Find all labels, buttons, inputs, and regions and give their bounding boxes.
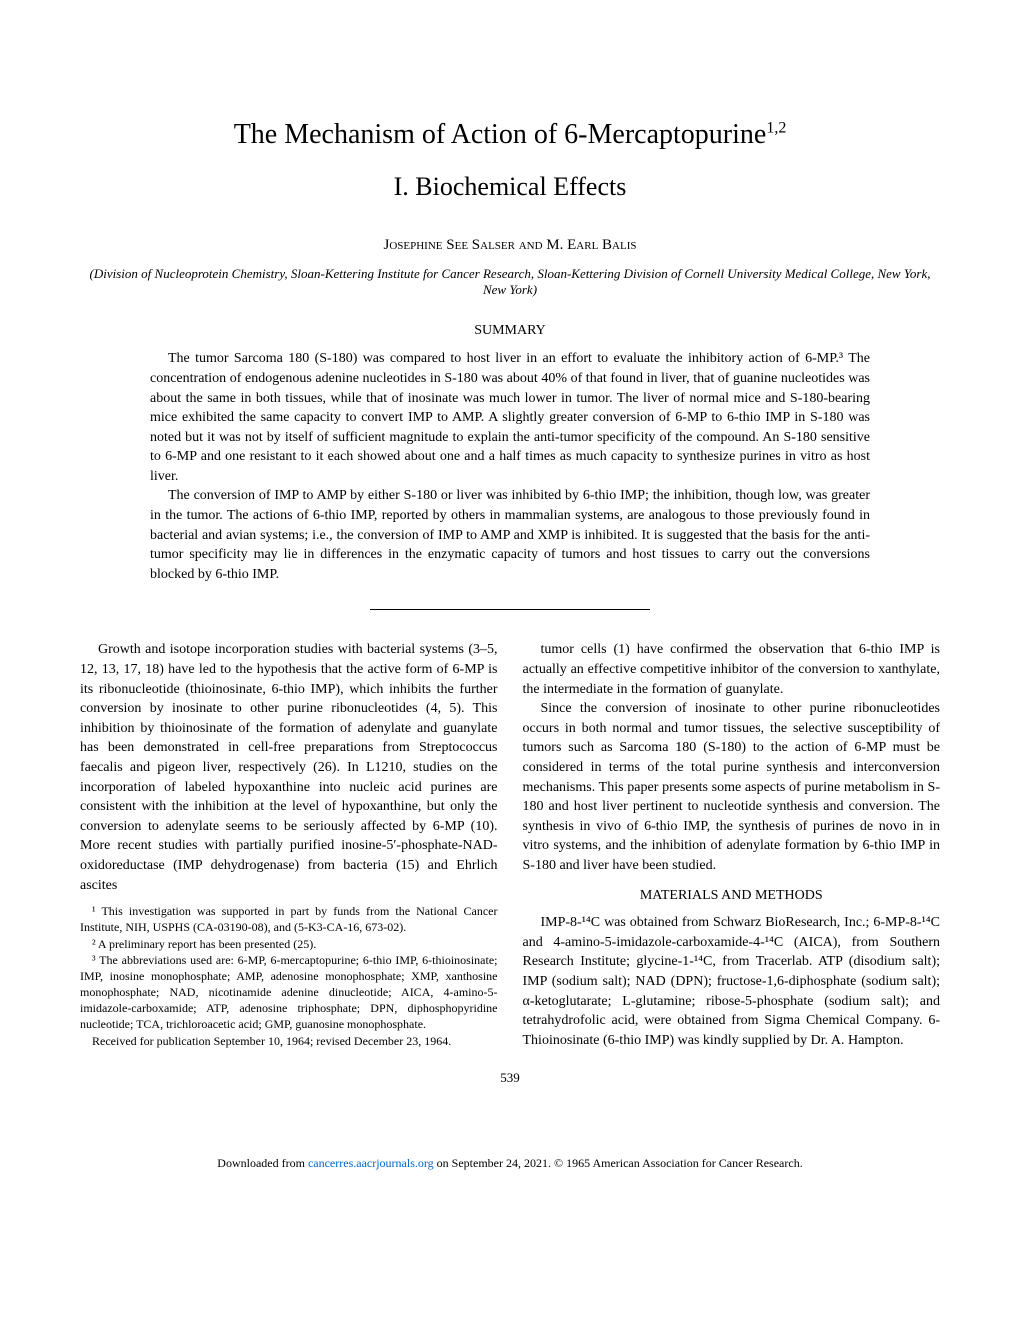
right-column: tumor cells (1) have confirmed the obser… (523, 640, 941, 1050)
right-p1: tumor cells (1) have confirmed the obser… (523, 640, 941, 699)
download-footer: Downloaded from cancerres.aacrjournals.o… (0, 1156, 1020, 1191)
materials-heading: MATERIALS AND METHODS (523, 886, 941, 906)
right-p3: IMP-8-¹⁴C was obtained from Schwarz BioR… (523, 913, 941, 1050)
affiliation: (Division of Nucleoprotein Chemistry, Sl… (80, 266, 940, 298)
summary-block: The tumor Sarcoma 180 (S-180) was compar… (150, 349, 870, 584)
footer-post: on September 24, 2021. © 1965 American A… (434, 1156, 803, 1170)
separator-line (370, 609, 650, 610)
footer-pre: Downloaded from (217, 1156, 308, 1170)
footer-link[interactable]: cancerres.aacrjournals.org (308, 1156, 434, 1170)
summary-p2: The conversion of IMP to AMP by either S… (150, 486, 870, 584)
right-p2: Since the conversion of inosinate to oth… (523, 699, 941, 875)
left-column: Growth and isotope incorporation studies… (80, 640, 498, 1050)
footnote-3: ³ The abbreviations used are: 6-MP, 6-me… (80, 952, 498, 1033)
body-columns: Growth and isotope incorporation studies… (80, 640, 940, 1050)
left-p1: Growth and isotope incorporation studies… (80, 640, 498, 895)
footnote-received: Received for publication September 10, 1… (80, 1033, 498, 1049)
page-number: 539 (80, 1070, 940, 1086)
title-sup: 1,2 (766, 119, 786, 136)
footnote-2: ² A preliminary report has been presente… (80, 936, 498, 952)
summary-p1: The tumor Sarcoma 180 (S-180) was compar… (150, 349, 870, 486)
footnote-1: ¹ This investigation was supported in pa… (80, 903, 498, 935)
page-content: The Mechanism of Action of 6-Mercaptopur… (0, 0, 1020, 1126)
paper-subtitle: I. Biochemical Effects (80, 172, 940, 202)
summary-heading: SUMMARY (80, 323, 940, 339)
authors: Josephine See Salser and M. Earl Balis (80, 237, 940, 254)
title-text: The Mechanism of Action of 6-Mercaptopur… (234, 119, 767, 150)
paper-title: The Mechanism of Action of 6-Mercaptopur… (80, 119, 940, 151)
footnotes: ¹ This investigation was supported in pa… (80, 903, 498, 1049)
